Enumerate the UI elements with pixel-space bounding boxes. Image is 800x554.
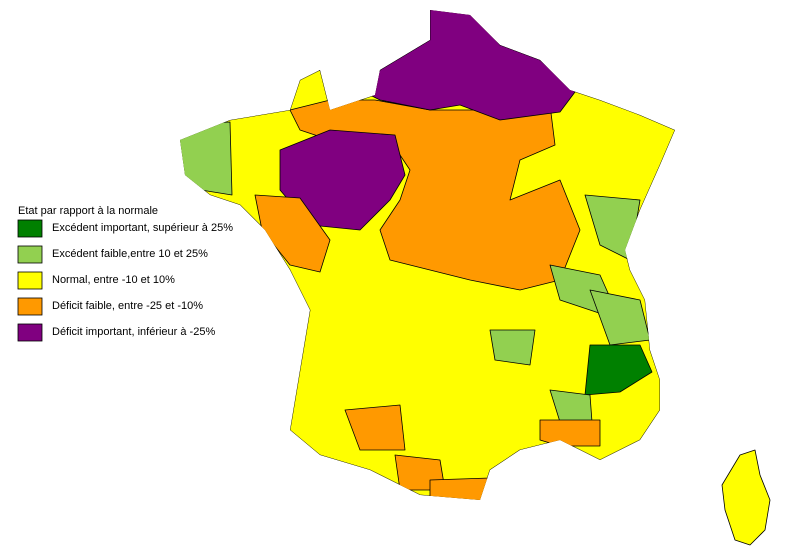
region <box>584 344 653 396</box>
region <box>180 121 233 196</box>
region <box>369 10 576 121</box>
legend-swatch <box>17 245 43 264</box>
legend-swatch <box>17 323 43 342</box>
legend-label: Normal, entre -10 et 10% <box>52 274 175 286</box>
legend-swatch <box>17 271 43 290</box>
legend-label: Déficit important, inférieur à -25% <box>52 326 215 338</box>
legend-title: Etat par rapport à la normale <box>18 205 158 217</box>
legend-label: Excédent faible,entre 10 et 25% <box>52 248 208 260</box>
region <box>489 329 536 366</box>
region <box>344 404 406 451</box>
legend-swatch <box>17 219 43 238</box>
map <box>180 10 771 546</box>
region <box>539 419 601 447</box>
legend-swatch <box>17 297 43 316</box>
region <box>721 449 771 546</box>
legend-label: Excédent important, supérieur à 25% <box>52 222 233 234</box>
region <box>429 477 491 500</box>
legend-label: Déficit faible, entre -25 et -10% <box>52 300 203 312</box>
legend: Etat par rapport à la normale Excédent i… <box>17 205 233 342</box>
